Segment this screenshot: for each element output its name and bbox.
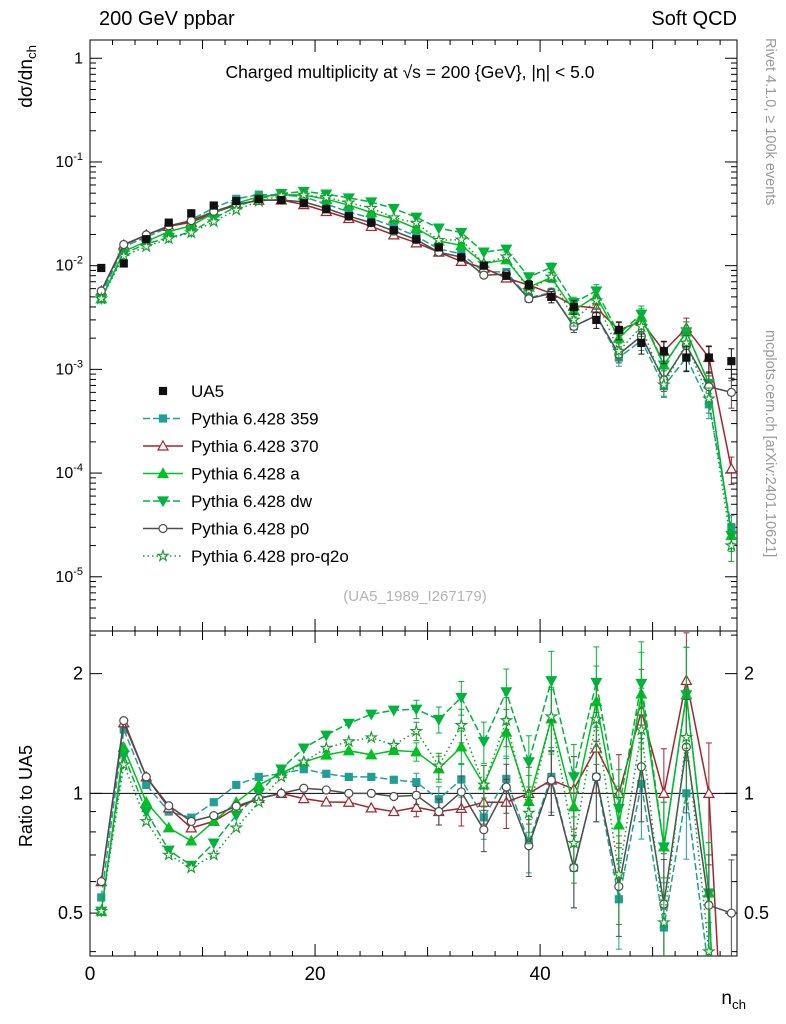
x-axis-label-text: n	[721, 988, 732, 1009]
svg-text:1: 1	[74, 50, 83, 67]
header-beam-label: 200 GeV ppbar	[99, 8, 235, 30]
x-axis-label: nch	[721, 988, 746, 1012]
x-axis-label-sub: ch	[731, 996, 746, 1012]
svg-text:Pythia 6.428 a: Pythia 6.428 a	[191, 465, 300, 484]
svg-text:1: 1	[73, 783, 83, 803]
svg-text:40: 40	[530, 964, 551, 985]
mcplots-citation-label: mcplots.cern.ch [arXiv:2401.10621]	[762, 330, 778, 558]
svg-text:2: 2	[744, 664, 754, 684]
svg-text:20: 20	[304, 964, 325, 985]
header-process-label: Soft QCD	[651, 8, 737, 30]
svg-text:Pythia 6.428 359: Pythia 6.428 359	[191, 410, 319, 429]
svg-text:0.5: 0.5	[744, 903, 769, 923]
rivet-version-label: Rivet 4.1.0, ≥ 100k events	[762, 38, 778, 206]
svg-text:10-4: 10-4	[55, 462, 83, 482]
svg-text:1: 1	[744, 783, 754, 803]
svg-text:10-5: 10-5	[55, 566, 83, 586]
svg-text:Pythia 6.428 dw: Pythia 6.428 dw	[191, 492, 313, 511]
svg-text:UA5: UA5	[191, 382, 224, 401]
svg-text:10-1: 10-1	[55, 151, 83, 171]
svg-text:0.5: 0.5	[58, 903, 83, 923]
svg-text:10-2: 10-2	[55, 255, 83, 275]
svg-text:10-3: 10-3	[55, 358, 83, 378]
plot-title: Charged multiplicity at √s = 200 {GeV}, …	[225, 62, 595, 82]
svg-text:Pythia 6.428 pro-q2o: Pythia 6.428 pro-q2o	[191, 547, 349, 566]
analysis-watermark: (UA5_1989_I267179)	[343, 588, 487, 605]
svg-text:0: 0	[85, 964, 96, 985]
svg-text:Pythia 6.428 370: Pythia 6.428 370	[191, 437, 319, 456]
svg-text:2: 2	[73, 664, 83, 684]
svg-text:Pythia 6.428 p0: Pythia 6.428 p0	[191, 520, 309, 539]
